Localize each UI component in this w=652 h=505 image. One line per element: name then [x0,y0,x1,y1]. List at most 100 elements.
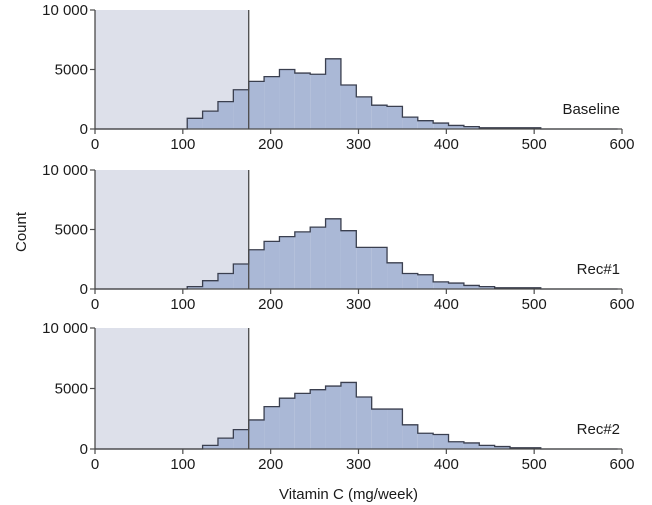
x-tick-label: 600 [609,136,634,153]
x-tick-label: 400 [434,296,459,313]
y-tick-label: 5000 [55,381,88,398]
histogram-bar [248,249,265,289]
histogram-bar [187,118,203,129]
histogram-bar [325,218,341,289]
panel-1: 0 5000 10 000 0 100 200 300 400 500 600 Baseline [42,2,634,153]
x-tick-label: 0 [91,456,99,473]
histogram-bar [233,429,249,449]
x-tick-label: 600 [609,296,634,313]
histogram-bar [479,286,495,289]
y-tick-label: 0 [80,441,88,458]
panel-label: Rec#2 [577,421,620,438]
histogram-bar [202,111,218,129]
panel-2: 0 5000 10 000 0 100 200 300 400 500 600 Rec#1 [42,162,634,313]
histogram-bar [417,274,434,289]
panel-3: 0 5000 10 000 0 100 200 300 400 500 600 Rec#2 [42,320,634,473]
histogram-bar [494,446,511,449]
x-tick-label: 400 [434,456,459,473]
histogram-bar [463,126,480,129]
panel-label: Rec#1 [577,261,620,278]
histogram-bar [294,231,311,289]
histogram-bar [387,262,403,289]
histogram-bar [402,424,418,449]
histogram-bar [417,120,434,129]
histogram-bar [340,84,357,129]
histogram-bar [387,106,403,129]
histogram-outline [95,381,618,450]
histogram-bar [325,386,341,449]
histogram-bar [248,419,265,449]
histogram-bar [448,125,464,129]
histogram-bar [264,241,280,289]
y-tick-label: 10 000 [42,2,88,19]
histogram-bar [279,69,295,129]
histogram-bar [402,273,418,289]
histogram-bar [264,406,280,449]
histogram-bar [356,396,372,449]
histogram-bar [371,105,388,129]
histogram-bar [340,382,357,449]
histogram-bar [310,227,326,289]
histogram-bar [217,273,234,289]
x-tick-label: 300 [346,136,371,153]
x-tick-label: 500 [522,296,547,313]
histogram-bar [356,247,372,289]
x-tick-label: 100 [170,296,195,313]
x-tick-label: 200 [258,456,283,473]
x-tick-label: 0 [91,296,99,313]
histogram-bar [279,236,295,289]
histogram-bar [356,96,372,129]
histogram-bar [479,445,495,449]
histogram-bar [233,89,249,129]
y-tick-label: 5000 [55,62,88,79]
y-tick-label: 0 [80,281,88,298]
histogram-bar [294,73,311,129]
histogram-bar [202,280,218,289]
x-tick-label: 300 [346,456,371,473]
histogram-bar [217,438,234,449]
x-tick-label: 600 [609,456,634,473]
histogram-outline [95,58,618,130]
histogram-bar [340,230,357,289]
histogram-bar [433,123,449,129]
histogram-bar [294,393,311,449]
histogram-bar [233,264,249,289]
histogram-bar [217,101,234,129]
shaded-region [95,170,249,289]
x-tick-label: 0 [91,136,99,153]
y-tick-label: 10 000 [42,320,88,337]
histogram-bar [387,409,403,449]
histogram-bar [202,445,218,449]
histogram-bar [417,433,434,449]
x-tick-label: 200 [258,296,283,313]
histogram-bar [448,283,464,289]
x-tick-label: 500 [522,456,547,473]
histogram-bar [187,286,203,289]
histogram-bar [310,74,326,129]
x-tick-label: 100 [170,136,195,153]
histogram-bar [248,81,265,129]
y-axis-title: Count [13,211,30,252]
histogram-bar [402,117,418,129]
x-tick-label: 200 [258,136,283,153]
y-tick-label: 10 000 [42,162,88,179]
x-tick-label: 400 [434,136,459,153]
histogram-bar [463,285,480,289]
histogram-bar [310,389,326,449]
y-tick-label: 0 [80,121,88,138]
histogram-bar [433,434,449,449]
shaded-region [95,328,249,449]
panel-label: Baseline [562,101,620,118]
histogram-bar [463,442,480,449]
histogram-bar [433,281,449,289]
histogram-bar [371,409,388,449]
histogram-bar [279,398,295,449]
x-axis-title: Vitamin C (mg/week) [279,486,418,503]
y-tick-label: 5000 [55,222,88,239]
histogram-outline [95,218,618,290]
x-tick-label: 300 [346,296,371,313]
histogram-bar [371,247,388,289]
histogram-bar [448,441,464,449]
